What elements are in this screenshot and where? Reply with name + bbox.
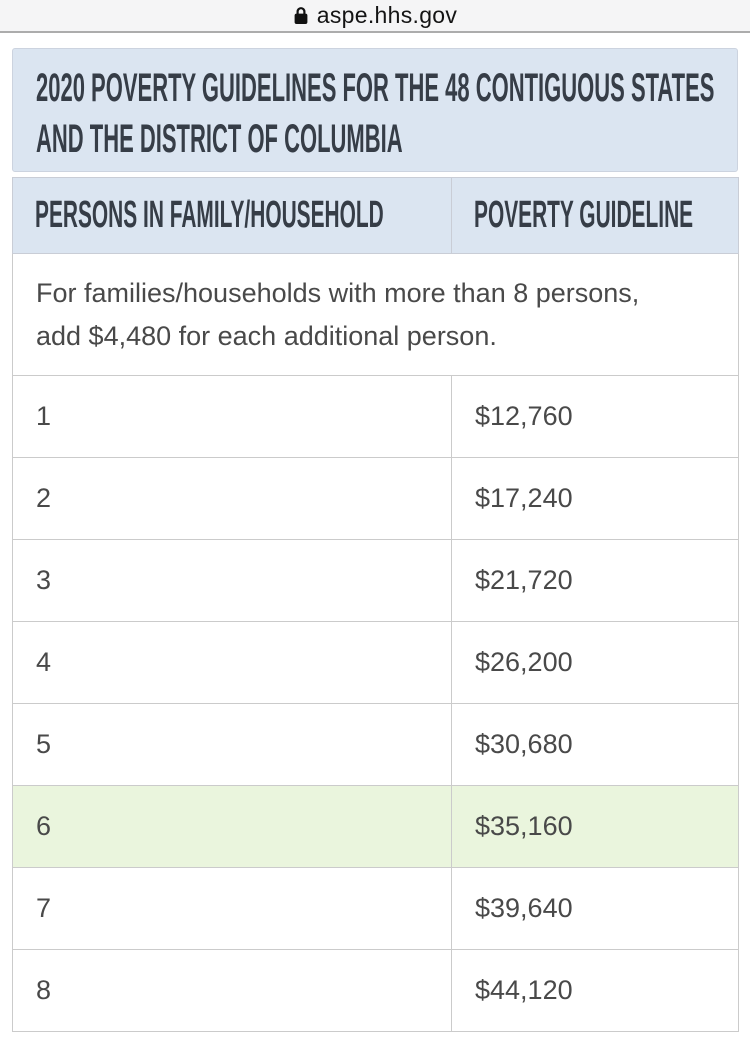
- column-header-persons: PERSONS IN FAMILY/HOUSEHOLD: [12, 177, 452, 254]
- url-text: aspe.hhs.gov: [316, 2, 458, 28]
- guideline-cell: $17,240: [451, 457, 739, 540]
- guideline-cell: $44,120: [451, 949, 739, 1032]
- guideline-cell: $35,160: [451, 785, 739, 868]
- guideline-cell: $12,760: [451, 375, 739, 458]
- table-row: 6 $35,160: [12, 785, 739, 868]
- column-header-persons-label: PERSONS IN FAMILY/HOUSEHOLD: [35, 194, 384, 236]
- table-row: 2 $17,240: [12, 457, 739, 540]
- table-title-line-2: AND THE DISTRICT OF COLUMBIA: [36, 118, 714, 169]
- page-content: 2020 POVERTY GUIDELINES FOR THE 48 CONTI…: [0, 33, 750, 1032]
- note-line-2: add $4,480 for each additional person.: [36, 320, 497, 351]
- table-row: 8 $44,120: [12, 949, 739, 1032]
- persons-cell: 6: [12, 785, 452, 868]
- guideline-cell: $26,200: [451, 621, 739, 704]
- persons-cell: 1: [12, 375, 452, 458]
- guideline-cell: $39,640: [451, 867, 739, 950]
- note-cell: For families/households with more than 8…: [12, 253, 739, 376]
- table-title-line-1: 2020 POVERTY GUIDELINES FOR THE 48 CONTI…: [36, 67, 714, 118]
- note-line-1: For families/households with more than 8…: [36, 277, 640, 308]
- table-title-text-2: AND THE DISTRICT OF COLUMBIA: [36, 117, 403, 161]
- column-header-guideline-label: POVERTY GUIDELINE: [474, 194, 694, 236]
- persons-cell: 2: [12, 457, 452, 540]
- persons-cell: 5: [12, 703, 452, 786]
- browser-address-bar[interactable]: aspe.hhs.gov: [0, 0, 750, 33]
- guideline-cell: $30,680: [451, 703, 739, 786]
- table-header-row: PERSONS IN FAMILY/HOUSEHOLD POVERTY GUID…: [12, 177, 739, 254]
- table-row: 5 $30,680: [12, 703, 739, 786]
- lock-icon: [293, 5, 309, 26]
- table-body: 1 $12,760 2 $17,240 3 $21,720 4 $26,200: [12, 375, 739, 1032]
- table-row: 7 $39,640: [12, 867, 739, 950]
- note-row: For families/households with more than 8…: [12, 253, 739, 376]
- persons-cell: 7: [12, 867, 452, 950]
- persons-cell: 3: [12, 539, 452, 622]
- guideline-cell: $21,720: [451, 539, 739, 622]
- table-row: 3 $21,720: [12, 539, 739, 622]
- persons-cell: 8: [12, 949, 452, 1032]
- table-row: 4 $26,200: [12, 621, 739, 704]
- persons-cell: 4: [12, 621, 452, 704]
- column-header-guideline: POVERTY GUIDELINE: [451, 177, 739, 254]
- table-title-panel: 2020 POVERTY GUIDELINES FOR THE 48 CONTI…: [12, 48, 738, 172]
- poverty-guidelines-table: PERSONS IN FAMILY/HOUSEHOLD POVERTY GUID…: [12, 177, 739, 1032]
- table-row: 1 $12,760: [12, 375, 739, 458]
- table-title-text-1: 2020 POVERTY GUIDELINES FOR THE 48 CONTI…: [36, 66, 715, 110]
